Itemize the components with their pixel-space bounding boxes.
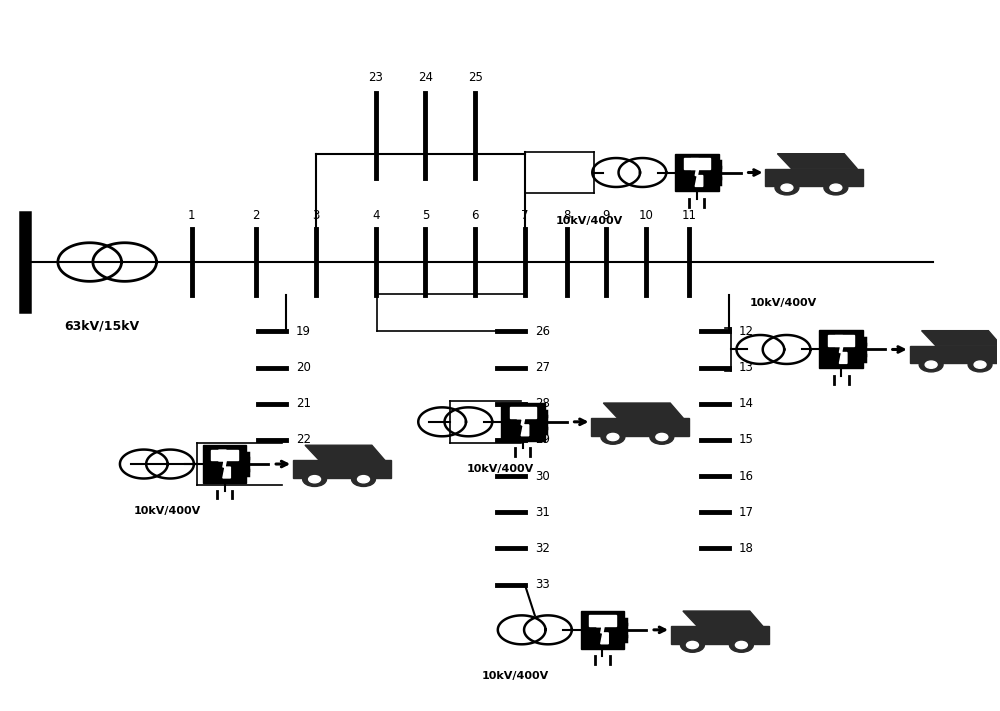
Text: 15: 15 <box>739 434 754 447</box>
Polygon shape <box>835 336 847 363</box>
Circle shape <box>352 472 375 486</box>
Circle shape <box>781 184 793 191</box>
Bar <box>589 616 616 626</box>
Circle shape <box>309 476 321 483</box>
Text: 10kV/400V: 10kV/400V <box>750 299 817 309</box>
Text: 28: 28 <box>535 397 550 410</box>
Bar <box>684 158 710 169</box>
Text: 10kV/400V: 10kV/400V <box>466 464 534 474</box>
Text: 11: 11 <box>681 208 696 222</box>
Circle shape <box>650 429 674 444</box>
Bar <box>581 611 624 649</box>
Bar <box>819 331 863 368</box>
Text: 10kV/400V: 10kV/400V <box>556 216 623 226</box>
Text: 17: 17 <box>739 506 754 519</box>
Text: 10: 10 <box>639 208 654 222</box>
Text: 18: 18 <box>739 542 754 555</box>
Bar <box>765 169 863 186</box>
Polygon shape <box>597 616 608 643</box>
Circle shape <box>925 361 937 368</box>
Circle shape <box>601 429 625 444</box>
Circle shape <box>919 358 943 372</box>
Bar <box>203 445 246 483</box>
Bar <box>510 407 536 418</box>
Circle shape <box>968 358 992 372</box>
Text: 10kV/400V: 10kV/400V <box>133 506 200 516</box>
Text: 5: 5 <box>422 208 429 222</box>
Circle shape <box>974 361 986 368</box>
Text: 24: 24 <box>418 71 433 84</box>
Text: 20: 20 <box>296 361 311 374</box>
Bar <box>501 403 545 441</box>
Polygon shape <box>691 159 703 186</box>
Polygon shape <box>603 403 683 418</box>
Polygon shape <box>305 445 385 461</box>
Circle shape <box>681 638 704 652</box>
Polygon shape <box>683 611 763 626</box>
Circle shape <box>729 638 753 652</box>
Circle shape <box>830 184 842 191</box>
Text: 4: 4 <box>372 208 379 222</box>
Bar <box>591 418 689 436</box>
Text: 1: 1 <box>188 208 195 222</box>
Circle shape <box>686 641 698 648</box>
Text: 7: 7 <box>521 208 529 222</box>
Bar <box>293 461 391 478</box>
Text: 21: 21 <box>296 397 311 410</box>
Circle shape <box>656 434 668 441</box>
Circle shape <box>735 641 747 648</box>
Text: 63kV/15kV: 63kV/15kV <box>65 319 140 332</box>
Text: 8: 8 <box>563 208 570 222</box>
Text: 6: 6 <box>471 208 479 222</box>
Bar <box>211 449 238 460</box>
Bar <box>910 346 1000 363</box>
Text: 16: 16 <box>739 469 754 483</box>
Polygon shape <box>922 331 1000 346</box>
Polygon shape <box>517 408 529 436</box>
Text: 25: 25 <box>468 71 483 84</box>
Bar <box>671 626 769 643</box>
Text: 2: 2 <box>253 208 260 222</box>
Circle shape <box>775 181 799 195</box>
Text: 23: 23 <box>368 71 383 84</box>
Text: 31: 31 <box>535 506 550 519</box>
Text: 27: 27 <box>535 361 550 374</box>
Text: 19: 19 <box>296 325 311 338</box>
Text: 22: 22 <box>296 434 311 447</box>
Text: 12: 12 <box>739 325 754 338</box>
Circle shape <box>303 472 327 486</box>
Text: 13: 13 <box>739 361 754 374</box>
Text: 30: 30 <box>535 469 550 483</box>
Circle shape <box>607 434 619 441</box>
Text: 29: 29 <box>535 434 550 447</box>
Bar <box>675 154 719 191</box>
Text: 26: 26 <box>535 325 550 338</box>
Circle shape <box>824 181 848 195</box>
Text: 14: 14 <box>739 397 754 410</box>
Text: 3: 3 <box>312 208 320 222</box>
Text: 32: 32 <box>535 542 550 555</box>
Bar <box>828 335 854 346</box>
Polygon shape <box>219 450 230 478</box>
Polygon shape <box>777 154 857 169</box>
Text: 10kV/400V: 10kV/400V <box>481 671 549 681</box>
Circle shape <box>358 476 369 483</box>
Text: 33: 33 <box>535 578 550 591</box>
Text: 9: 9 <box>603 208 610 222</box>
